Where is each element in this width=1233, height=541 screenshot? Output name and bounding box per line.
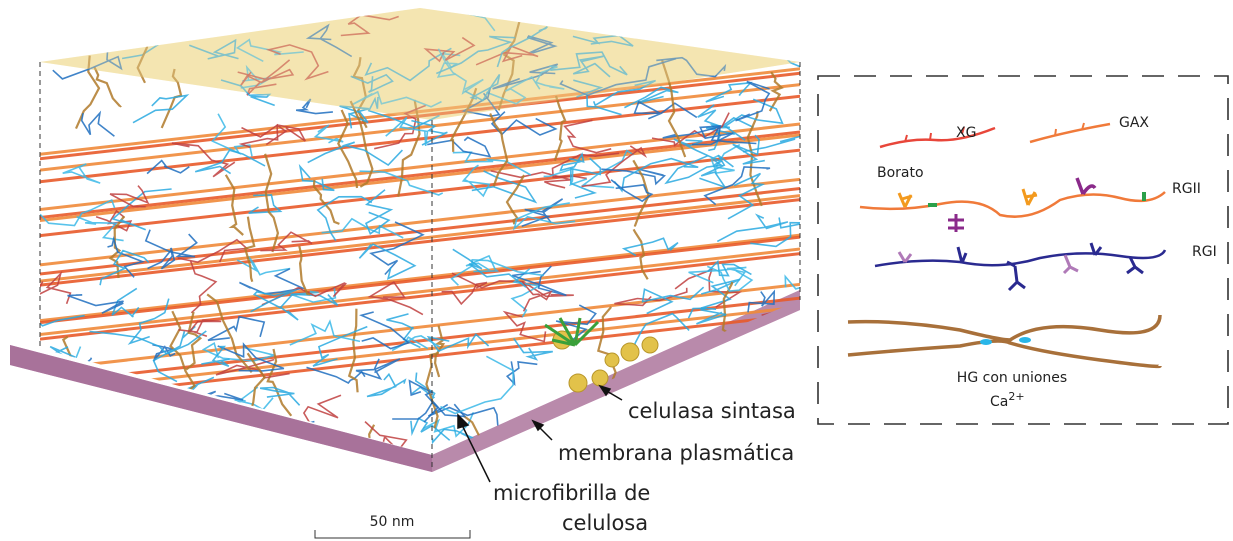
fiber — [96, 382, 117, 475]
fiber — [718, 364, 769, 382]
legend-label: Ca2+ — [990, 390, 1025, 410]
fiber — [54, 395, 115, 431]
fiber — [752, 348, 815, 378]
legend-label: Borato — [877, 165, 924, 181]
fiber — [734, 351, 789, 391]
legend-label: GAX — [1119, 115, 1149, 131]
fiber — [20, 177, 820, 267]
fiber — [68, 295, 124, 313]
fiber — [778, 327, 857, 343]
fiber — [20, 235, 820, 325]
figure: celulasa sintasa membrana plasmática mic… — [0, 0, 1233, 541]
fiber — [5, 398, 69, 444]
hg-chain — [848, 341, 1160, 366]
fiber — [133, 95, 187, 122]
fiber — [770, 72, 782, 111]
rgii-sidechains — [899, 178, 1146, 232]
fiber — [110, 186, 148, 207]
fiber — [369, 425, 380, 503]
fiber — [16, 21, 84, 38]
fiber — [392, 402, 464, 420]
legend-label: Ca — [990, 394, 1008, 410]
cell-wall-block — [0, 0, 859, 503]
label-microfibril: microfibrilla de — [493, 481, 650, 505]
fiber — [792, 24, 814, 59]
legend-label: XG — [956, 125, 976, 141]
label-synthase: celulasa sintasa — [628, 399, 796, 423]
fiber — [199, 427, 234, 440]
label-membrane: membrana plasmática — [558, 441, 794, 465]
legend-label: RGII — [1172, 181, 1201, 197]
hg-chain — [848, 315, 1160, 340]
scale-label: 50 nm — [370, 514, 415, 530]
fiber — [512, 269, 539, 317]
scale-bar — [315, 530, 470, 538]
fiber — [356, 359, 400, 379]
fiber — [440, 356, 513, 413]
fiber — [90, 331, 207, 354]
fiber — [731, 8, 788, 32]
fiber — [20, 148, 820, 238]
fiber — [778, 353, 811, 399]
fiber — [703, 354, 786, 376]
fiber — [514, 338, 553, 359]
fiber — [686, 354, 746, 380]
rgi-chain — [875, 250, 1165, 266]
fiber — [772, 330, 809, 354]
fiber — [73, 428, 119, 445]
fiber — [0, 422, 52, 455]
fiber — [67, 394, 93, 416]
fiber — [427, 137, 490, 156]
fiber — [764, 330, 814, 348]
fiber — [367, 374, 405, 396]
rgi-sidechains — [899, 243, 1143, 290]
legend: XG GAX Borato RGII RGI HG con uniones Ca… — [818, 76, 1228, 424]
fiber — [682, 0, 708, 40]
legend-label: HG con uniones — [957, 370, 1067, 386]
fiber — [226, 175, 243, 235]
gax-chain — [1030, 124, 1110, 142]
fiber — [785, 277, 837, 290]
legend-label: 2+ — [1008, 390, 1024, 403]
fiber — [674, 13, 719, 38]
fiber — [265, 154, 278, 252]
fiber — [82, 113, 115, 136]
fiber — [27, 378, 71, 415]
fiber — [614, 159, 698, 191]
legend-label: RGI — [1192, 244, 1217, 260]
fiber — [507, 361, 537, 384]
label-microfibril: celulosa — [562, 511, 648, 535]
xg-chain — [880, 128, 995, 147]
